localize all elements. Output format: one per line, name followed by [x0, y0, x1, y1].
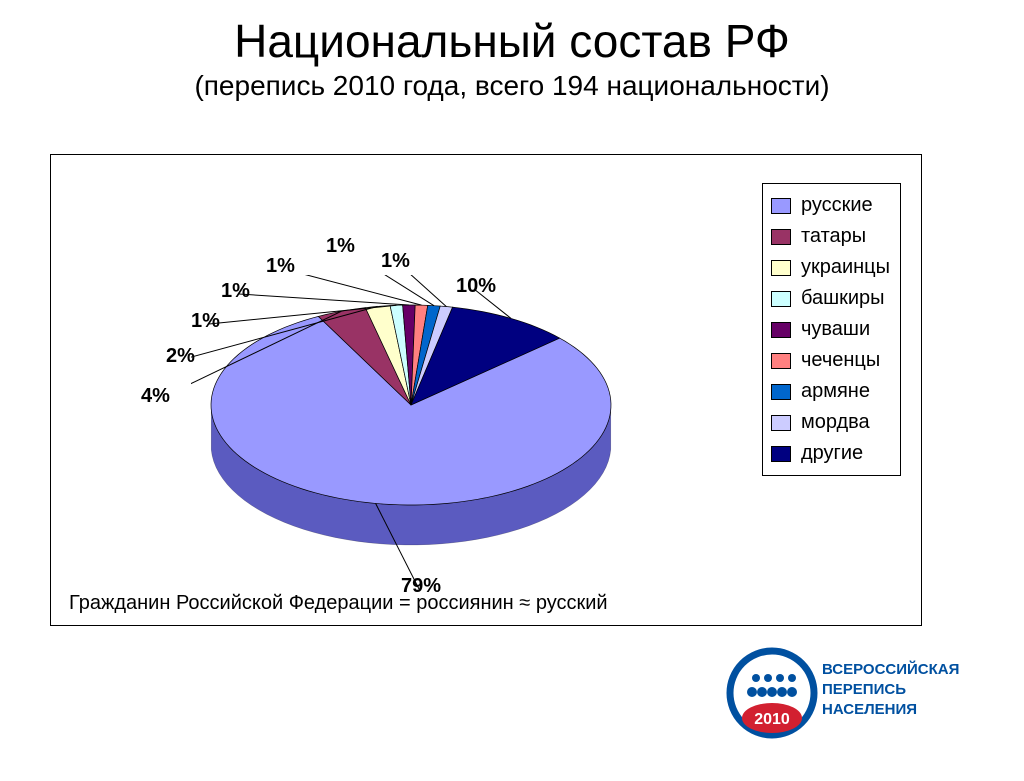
- pie-percent-label: 1%: [326, 235, 355, 258]
- svg-text:2010: 2010: [754, 711, 790, 728]
- page-title: Национальный состав РФ: [0, 14, 1024, 68]
- pie-percent-label: 1%: [221, 280, 250, 303]
- legend-label: башкиры: [801, 283, 885, 314]
- pie-percent-label: 10%: [456, 275, 496, 298]
- legend-swatch: [771, 291, 791, 307]
- legend-swatch: [771, 198, 791, 214]
- legend-swatch: [771, 384, 791, 400]
- legend: русскиетатарыукраинцыбашкирычувашичеченц…: [762, 183, 901, 476]
- legend-item: другие: [771, 438, 890, 469]
- legend-label: чуваши: [801, 314, 870, 345]
- svg-text:ПЕРЕПИСЬ: ПЕРЕПИСЬ: [822, 681, 906, 698]
- legend-swatch: [771, 415, 791, 431]
- legend-swatch: [771, 229, 791, 245]
- pie-percent-label: 1%: [266, 255, 295, 278]
- pie-percent-label: 1%: [381, 250, 410, 273]
- legend-item: татары: [771, 221, 890, 252]
- page-subtitle: (перепись 2010 года, всего 194 националь…: [0, 70, 1024, 102]
- legend-swatch: [771, 322, 791, 338]
- pie-percent-label: 1%: [191, 310, 220, 333]
- legend-label: татары: [801, 221, 866, 252]
- legend-label: армяне: [801, 376, 870, 407]
- svg-text:ВСЕРОССИЙСКАЯ: ВСЕРОССИЙСКАЯ: [822, 660, 959, 678]
- legend-label: чеченцы: [801, 345, 880, 376]
- legend-label: русские: [801, 190, 873, 221]
- chart-container: 79%4%2%1%1%1%1%1%10% русскиетатарыукраин…: [50, 154, 922, 626]
- legend-item: украинцы: [771, 252, 890, 283]
- legend-label: украинцы: [801, 252, 890, 283]
- legend-item: армяне: [771, 376, 890, 407]
- legend-item: башкиры: [771, 283, 890, 314]
- svg-text:НАСЕЛЕНИЯ: НАСЕЛЕНИЯ: [822, 701, 917, 718]
- pie-percent-label: 4%: [141, 385, 170, 408]
- legend-item: мордва: [771, 407, 890, 438]
- legend-item: чеченцы: [771, 345, 890, 376]
- legend-item: чуваши: [771, 314, 890, 345]
- pie-percent-label: 2%: [166, 345, 195, 368]
- legend-item: русские: [771, 190, 890, 221]
- legend-label: другие: [801, 438, 863, 469]
- caption: Гражданин Российской Федерации = россиян…: [69, 592, 608, 615]
- legend-swatch: [771, 353, 791, 369]
- legend-swatch: [771, 446, 791, 462]
- legend-label: мордва: [801, 407, 870, 438]
- legend-swatch: [771, 260, 791, 276]
- pie-chart: [191, 275, 631, 595]
- census-logo: ВСЕРОССИЙСКАЯ ПЕРЕПИСЬ НАСЕЛЕНИЯ 2010: [724, 638, 984, 753]
